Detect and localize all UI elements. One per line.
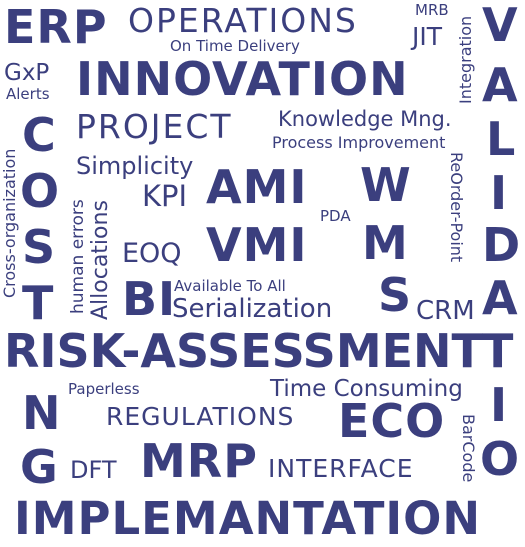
word-operations: OPERATIONS — [128, 1, 358, 40]
word-pda: PDA — [320, 207, 351, 225]
word-costing-letter-o: O — [20, 164, 61, 218]
word-on-time-delivery: On Time Delivery — [170, 37, 300, 55]
word-costing-letter-n: N — [22, 386, 62, 440]
word-alerts: Alerts — [6, 85, 50, 103]
word-erp: ERP — [4, 0, 108, 54]
word-cross-organization: Cross-organization — [0, 148, 19, 298]
word-ami: AMI — [206, 160, 308, 214]
word-human-errors: human errors — [68, 199, 88, 314]
word-dft: DFT — [70, 456, 117, 484]
word-regulations: REGULATIONS — [106, 402, 295, 431]
word-kpi: KPI — [142, 179, 188, 213]
word-gxp: GxP — [4, 60, 50, 86]
word-mrb: MRB — [415, 1, 449, 19]
word-simplicity: Simplicity — [76, 152, 194, 180]
word-project: PROJECT — [76, 107, 233, 146]
word-time-consuming: Time Consuming — [270, 376, 463, 402]
word-w: W — [360, 158, 412, 212]
word-validation-letter-o: O — [480, 432, 521, 486]
word-jit: JIT — [412, 22, 443, 51]
word-process-improvement: Process Improvement — [272, 133, 446, 152]
word-innovation: INNOVATION — [76, 52, 409, 106]
word-vmi: VMI — [206, 218, 308, 272]
word-risk-assessment: RISK-ASSESSMENT — [4, 324, 483, 378]
word-knowledge-mng: Knowledge Mng. — [278, 107, 452, 131]
word-mrp: MRP — [140, 434, 258, 488]
word-s: S — [378, 268, 413, 322]
word-reorder-point: ReOrder-Point — [447, 152, 466, 263]
word-costing-letter-g: G — [20, 440, 59, 494]
word-validation-letter-a2: A — [482, 271, 519, 325]
word-interface: INTERFACE — [268, 454, 414, 483]
word-crm: CRM — [416, 296, 475, 326]
word-eco: ECO — [338, 394, 446, 448]
word-integration: Integration — [456, 15, 475, 104]
word-validation-letter-a: A — [482, 58, 519, 112]
word-validation-letter-v: V — [482, 0, 519, 52]
word-implementation: IMPLEMANTATION — [14, 492, 482, 545]
word-validation-letter-l: L — [486, 112, 517, 166]
word-available-to-all: Available To All — [174, 277, 286, 295]
word-serialization: Serialization — [172, 294, 333, 324]
word-validation-letter-t: T — [482, 324, 515, 378]
word-eoq: EOQ — [122, 238, 182, 269]
word-paperless: Paperless — [68, 380, 140, 398]
word-costing-letter-c: C — [22, 108, 57, 162]
word-validation-letter-i: I — [490, 166, 509, 220]
word-costing-letter-t: T — [22, 276, 55, 330]
word-barcode: BarCode — [459, 414, 478, 483]
word-validation-letter-d: D — [482, 218, 522, 272]
word-bi: BI — [122, 272, 177, 326]
word-costing-letter-s: S — [22, 220, 57, 274]
word-validation-letter-i2: I — [490, 378, 509, 432]
word-m: M — [362, 216, 409, 270]
word-allocations: Allocations — [88, 200, 113, 320]
